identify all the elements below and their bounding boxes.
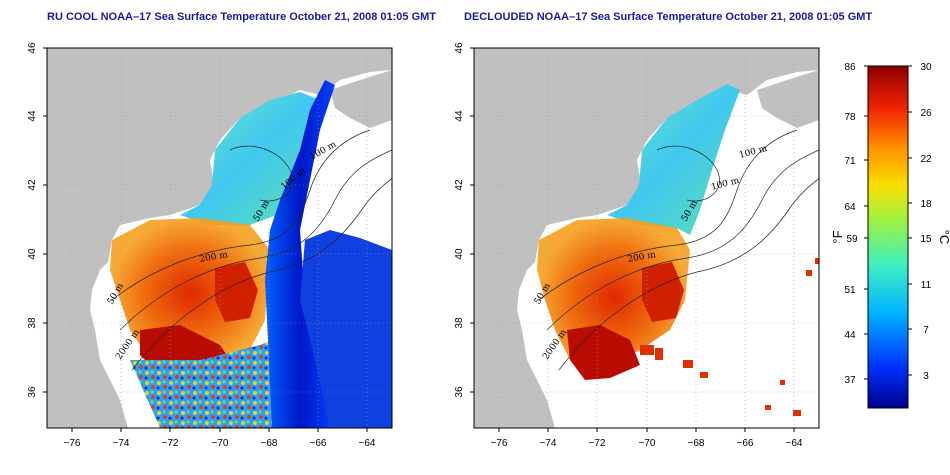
colorbar-c-tick: 26 — [920, 108, 932, 119]
colorbar-f-tick: 78 — [844, 112, 856, 123]
colorbar-c-tick: 22 — [920, 154, 932, 165]
left-tick-marks — [43, 47, 368, 432]
left-nova-scotia — [330, 70, 392, 128]
right-y-tick: 42 — [454, 179, 465, 191]
right-grid — [474, 48, 819, 428]
right-x-tick: −68 — [688, 438, 705, 449]
colorbar-fahrenheit-label: °F — [830, 230, 845, 243]
right-x-tick: −70 — [639, 438, 656, 449]
colorbar-c-tick: 30 — [920, 62, 932, 73]
right-tick-marks — [470, 47, 795, 432]
right-map-title: DECLOUDED NOAA–17 Sea Surface Temperatur… — [464, 11, 873, 23]
left-contour-label-200m: 200 m — [199, 250, 229, 265]
left-contours — [111, 129, 392, 371]
left-x-tick: −74 — [113, 438, 130, 449]
left-x-tick: −70 — [212, 438, 229, 449]
right-nova-scotia — [757, 70, 819, 128]
right-contours — [538, 129, 819, 371]
colorbar-f-tick: 64 — [844, 202, 856, 213]
right-sst-shelf — [607, 84, 740, 235]
colorbar-c-tick: 11 — [921, 280, 932, 291]
right-x-tick: −66 — [737, 438, 754, 449]
right-y-tick: 36 — [454, 386, 465, 398]
right-y-tick: 38 — [454, 317, 465, 329]
colorbar-f-tick: 86 — [844, 62, 856, 73]
left-sst-hot-core-2 — [215, 262, 258, 322]
left-y-tick: 44 — [27, 110, 38, 122]
right-sst-hot-core-2 — [642, 262, 684, 322]
right-map: 100 m 100 m 50 m 200 m 50 m 2000 m — [474, 48, 819, 428]
left-grid — [47, 48, 392, 428]
left-x-tick: −64 — [359, 438, 376, 449]
left-y-tick: 38 — [27, 317, 38, 329]
colorbar-c-tick: 7 — [923, 325, 929, 336]
colorbar-celsius-label: °C — [937, 230, 950, 245]
left-sst-noisy — [130, 340, 272, 428]
left-cloud-white — [320, 140, 392, 240]
left-y-tick: 36 — [27, 386, 38, 398]
left-land-mass — [47, 48, 392, 428]
colorbar-f-tick: 59 — [846, 234, 858, 245]
colorbar-c-tick: 18 — [920, 199, 932, 210]
right-sst-patches — [640, 258, 819, 416]
left-x-tick: −68 — [261, 438, 278, 449]
right-x-tick: −76 — [491, 438, 508, 449]
right-land-mass — [474, 48, 819, 428]
colorbar-tick-marks — [864, 65, 912, 380]
right-x-tick: −74 — [540, 438, 557, 449]
right-y-tick: 40 — [454, 248, 465, 260]
colorbar-c-tick: 15 — [920, 234, 932, 245]
left-y-tick: 42 — [27, 179, 38, 191]
left-map: 100 m 100 m 50 m 200 m 50 m 2000 m — [47, 48, 392, 428]
left-x-tick: −66 — [310, 438, 327, 449]
right-x-tick: −72 — [589, 438, 606, 449]
left-y-tick: 46 — [27, 42, 38, 54]
left-y-tick: 40 — [27, 248, 38, 260]
left-x-tick: −76 — [64, 438, 81, 449]
right-y-tick: 44 — [454, 110, 465, 122]
right-x-tick: −64 — [786, 438, 803, 449]
left-cold-swirl — [300, 230, 392, 428]
right-sst-hot-core — [567, 325, 640, 380]
colorbar — [867, 65, 909, 409]
right-y-tick: 46 — [454, 42, 465, 54]
colorbar-f-tick: 71 — [844, 156, 856, 167]
colorbar-f-tick: 44 — [844, 330, 856, 341]
colorbar-f-tick: 51 — [844, 285, 856, 296]
colorbar-c-tick: 3 — [923, 371, 929, 382]
left-map-title: RU COOL NOAA–17 Sea Surface Temperature … — [47, 11, 437, 23]
left-x-tick: −72 — [162, 438, 179, 449]
colorbar-f-tick: 37 — [844, 375, 856, 386]
